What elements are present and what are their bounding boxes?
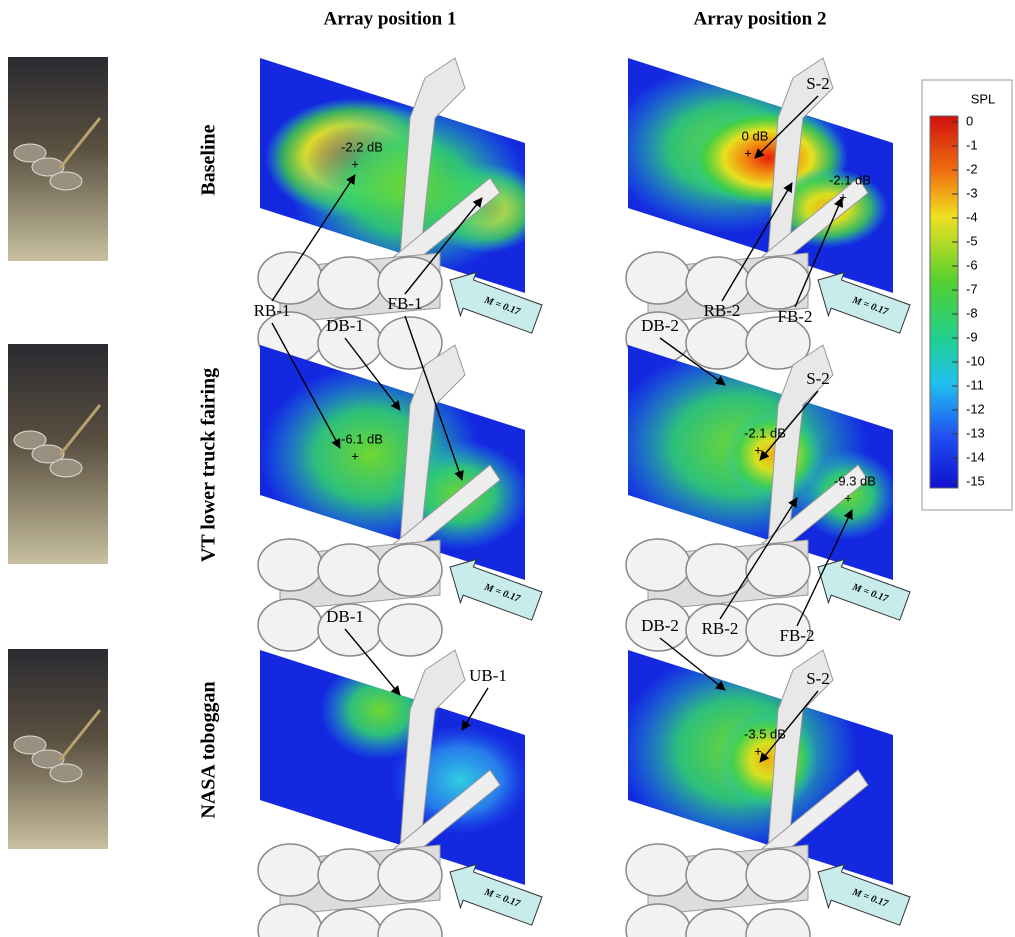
colorbar-tick-label: -11 <box>966 377 984 392</box>
source-marker: + <box>754 442 762 457</box>
colorbar-tick-label: -8 <box>966 305 978 320</box>
wheel <box>318 257 382 309</box>
wheel <box>626 844 690 896</box>
colorbar-tick-label: -9 <box>966 329 978 344</box>
wheel <box>626 539 690 591</box>
wheel <box>746 849 810 901</box>
source-marker: + <box>351 156 359 171</box>
column-header: Array position 2 <box>694 8 827 29</box>
wheel <box>258 252 322 304</box>
source-marker: + <box>754 743 762 758</box>
callout-label: DB-1 <box>326 316 364 335</box>
level-label: -2.2 dB <box>341 139 383 154</box>
colorbar-tick-label: -10 <box>966 353 985 368</box>
level-label: -6.1 dB <box>341 431 383 446</box>
wheel <box>318 909 382 937</box>
wheel <box>746 544 810 596</box>
contour <box>260 365 530 550</box>
contour-blob <box>718 710 818 810</box>
level-label: -9.3 dB <box>834 473 876 488</box>
panel: -6.1 dB+M = 0.17 <box>258 345 545 656</box>
panel: -2.2 dB+M = 0.17 <box>258 58 545 369</box>
wheel <box>746 909 810 937</box>
colorbar-tick-label: -4 <box>966 209 978 224</box>
source-marker: + <box>844 490 852 505</box>
colorbar-tick-label: -6 <box>966 257 978 272</box>
wheel <box>378 849 442 901</box>
wheel <box>378 544 442 596</box>
callout-label: S-2 <box>806 74 830 93</box>
wheel <box>686 909 750 937</box>
wheel <box>626 252 690 304</box>
panel: -3.5 dB+M = 0.17 <box>618 650 913 937</box>
wheel <box>378 909 442 937</box>
callout-label: RB-2 <box>702 619 739 638</box>
wheel <box>258 599 322 651</box>
colorbar-title: SPL <box>971 91 996 106</box>
callout-label: RB-2 <box>704 301 741 320</box>
colorbar-tick-label: -12 <box>966 401 985 416</box>
row-label: Baseline <box>198 124 220 195</box>
photo-wheel <box>50 459 82 477</box>
source-marker: + <box>744 145 752 160</box>
callout-label: S-2 <box>806 369 830 388</box>
wheel <box>258 844 322 896</box>
contour <box>608 345 898 545</box>
colorbar-tick-label: -1 <box>966 137 978 152</box>
row-label: VT lower truck fairing <box>198 368 220 562</box>
colorbar <box>930 116 958 488</box>
panel: -2.1 dB+-9.3 dB+M = 0.17 <box>608 345 913 656</box>
callout-label: FB-2 <box>780 626 815 645</box>
colorbar-tick-label: 0 <box>966 113 973 128</box>
callout-label: DB-2 <box>641 316 679 335</box>
source-marker: + <box>351 448 359 463</box>
wheel <box>686 317 750 369</box>
colorbar-tick-label: -15 <box>966 473 985 488</box>
wheel <box>378 604 442 656</box>
callout-label: DB-1 <box>326 607 364 626</box>
colorbar-tick-label: -3 <box>966 185 978 200</box>
wheel <box>318 544 382 596</box>
row-label: NASA toboggan <box>198 681 220 818</box>
callout-label: RB-1 <box>254 301 291 320</box>
callout-label: FB-1 <box>388 294 423 313</box>
colorbar-tick-label: -5 <box>966 233 978 248</box>
wheel <box>258 539 322 591</box>
photo-wheel <box>50 172 82 190</box>
colorbar-tick-label: -13 <box>966 425 985 440</box>
column-header: Array position 1 <box>324 8 457 29</box>
figure-canvas: Array position 1 Array position 2 Baseli… <box>0 0 1015 937</box>
level-label: 0 dB <box>742 128 769 143</box>
wheel <box>686 849 750 901</box>
level-label: -3.5 dB <box>744 726 786 741</box>
callout-label: FB-2 <box>778 307 813 326</box>
callout-label: DB-2 <box>641 616 679 635</box>
photo-wheel <box>50 764 82 782</box>
level-label: -2.1 dB <box>744 425 786 440</box>
callout-label: S-2 <box>806 669 830 688</box>
figure: Array position 1 Array position 2 Baseli… <box>0 0 1015 937</box>
level-label: -2.1 dB <box>829 172 871 187</box>
colorbar-tick-label: -7 <box>966 281 978 296</box>
callout-label: UB-1 <box>469 666 507 685</box>
colorbar-tick-label: -2 <box>966 161 978 176</box>
colorbar-tick-label: -14 <box>966 449 985 464</box>
wheel <box>318 849 382 901</box>
panel: M = 0.17 <box>258 650 545 937</box>
wheel <box>746 257 810 309</box>
